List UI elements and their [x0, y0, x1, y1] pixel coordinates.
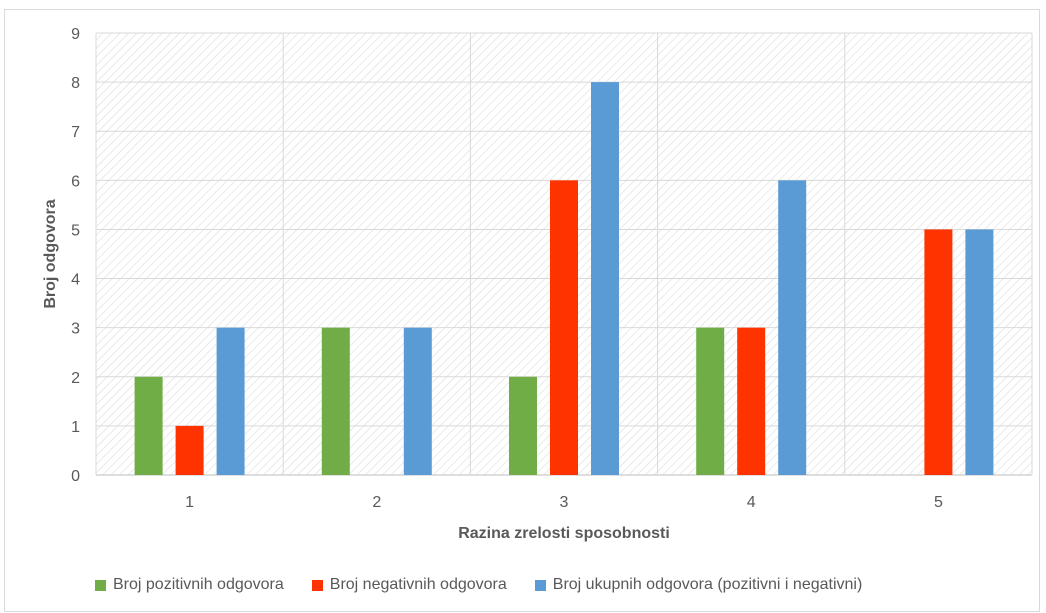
bar-series-0-cat-3: [509, 376, 537, 475]
bar-series-0-cat-1: [134, 376, 163, 475]
legend-label-positive: Broj pozitivnih odgovora: [113, 576, 284, 593]
y-tick-label: 8: [71, 75, 80, 92]
tick-labels: 0 1 2 3 4 5 6 7 8 9 1 2 3 4 5: [71, 26, 943, 511]
bar-series-2-cat-2: [403, 327, 432, 475]
bar-series-1-cat-1: [175, 425, 204, 475]
bar-series-1-cat-3: [550, 180, 578, 476]
y-tick-label: 7: [71, 124, 80, 141]
x-tick-label: 2: [372, 494, 381, 511]
x-tick-label: 4: [747, 494, 756, 511]
bar-series-0-cat-4: [696, 327, 725, 475]
x-tick-label: 5: [934, 494, 943, 511]
x-tick-label: 1: [185, 494, 194, 511]
bar-series-1-cat-4: [737, 327, 766, 475]
y-tick-label: 2: [71, 370, 80, 387]
legend-item-positive: Broj pozitivnih odgovora: [95, 576, 284, 594]
y-tick-label: 0: [71, 468, 80, 485]
legend: Broj pozitivnih odgovora Broj negativnih…: [95, 576, 890, 594]
x-tick-label: 3: [560, 494, 569, 511]
legend-swatch-negative: [311, 579, 323, 591]
bar-series-2-cat-5: [965, 229, 994, 475]
y-tick-label: 3: [71, 321, 80, 338]
legend-label-negative: Broj negativnih odgovora: [329, 576, 507, 593]
bar-series-0-cat-2: [321, 327, 350, 475]
y-tick-label: 6: [71, 173, 80, 190]
y-tick-label: 5: [71, 222, 80, 239]
legend-label-total: Broj ukupnih odgovora (pozitivni i negat…: [552, 576, 863, 593]
legend-swatch-total: [534, 579, 546, 591]
legend-item-total: Broj ukupnih odgovora (pozitivni i negat…: [534, 576, 863, 594]
bar-series-2-cat-3: [591, 82, 619, 475]
y-tick-label: 4: [71, 272, 80, 289]
legend-swatch-positive: [95, 579, 106, 591]
bar-series-2-cat-4: [778, 180, 807, 476]
bar-series-1-cat-5: [924, 229, 953, 475]
y-tick-label: 9: [71, 26, 80, 43]
legend-item-negative: Broj negativnih odgovora: [311, 576, 507, 594]
x-axis-title: Razina zrelosti sposobnosti: [458, 525, 670, 542]
y-axis-title: Broj odgovora: [42, 199, 59, 308]
y-tick-label: 1: [71, 419, 80, 436]
bars: [134, 82, 994, 476]
bar-series-2-cat-1: [216, 327, 245, 475]
